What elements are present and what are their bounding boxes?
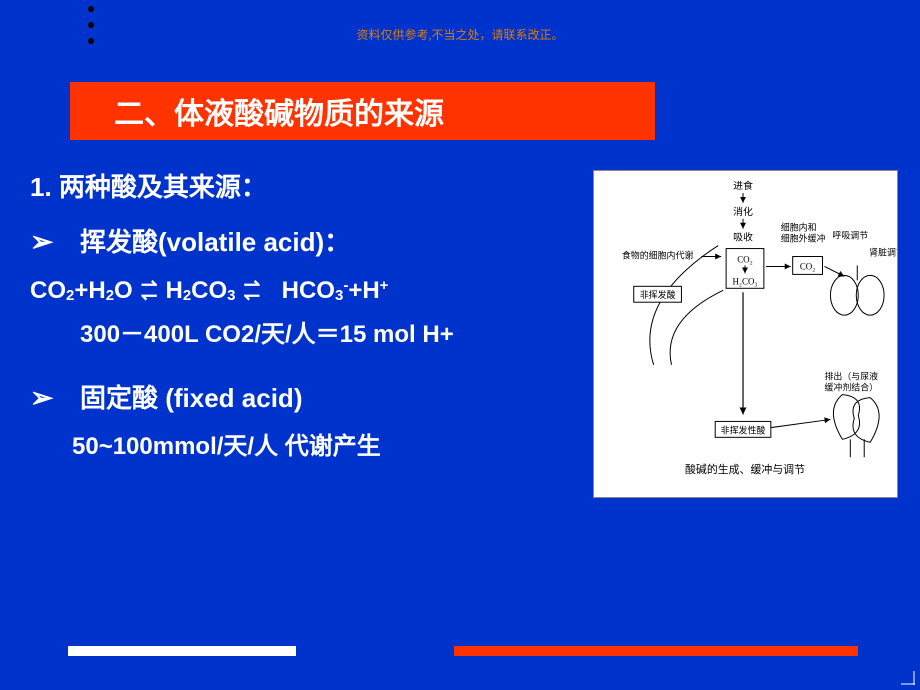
bullet-fixed-acid: ➢ 固定酸 (fixed acid) <box>30 377 454 419</box>
heading-1: 1. 两种酸及其来源： <box>30 168 454 207</box>
diagram-caption: 酸碱的生成、缓冲与调节 <box>685 462 805 476</box>
amount-line-1: 300－400L CO2/天/人＝15 mol H+ <box>80 317 454 353</box>
resize-corner-icon <box>897 667 915 685</box>
diagram-label: 进食 <box>733 179 753 192</box>
chemical-equation: CO2+H2O ⇀↽ H2CO3 ⇀↽ HCO3-+H+ <box>30 273 454 309</box>
diagram-label: 缓冲剂结合） <box>824 382 878 393</box>
amount-line-2: 50~100mmol/天/人 代谢产生 <box>72 429 454 465</box>
bullet-2-text: 固定酸 (fixed acid) <box>80 379 302 418</box>
section-title: 二、体液酸碱物质的来源 <box>114 89 444 133</box>
diagram-label: CO₂ <box>737 254 753 264</box>
diagram-label: 细胞内和 <box>781 222 817 233</box>
diagram-label: 吸收 <box>733 231 753 244</box>
chevron-icon: ➢ <box>30 221 58 263</box>
bullet-volatile-acid: ➢ 挥发酸(volatile acid)： <box>30 221 454 263</box>
diagram-label: CO₂ <box>800 261 816 271</box>
footer-bar-white <box>68 646 296 656</box>
chevron-icon: ➢ <box>30 377 58 419</box>
diagram-label: 排出（与尿液 <box>824 371 878 382</box>
section-title-bar: 二、体液酸碱物质的来源 <box>70 82 655 140</box>
diagram-label: 肾脏调节 <box>869 247 897 258</box>
equilibrium-arrow-icon: ⇀↽ <box>141 280 158 302</box>
equilibrium-arrow-icon: ⇀↽ <box>244 280 261 302</box>
bullet-1-text: 挥发酸(volatile acid)： <box>80 223 350 262</box>
watermark-text: 资料仅供参考,不当之处，请联系改正。 <box>0 26 920 43</box>
diagram-label: 非挥发性酸 <box>721 424 766 435</box>
metabolism-diagram: 进食 消化 吸收 细胞内和 细胞外缓冲 呼吸调节 肾脏调节 食物的细胞内代谢 C… <box>593 170 898 498</box>
footer-bar-red <box>454 646 858 656</box>
diagram-label: 食物的细胞内代谢 <box>622 249 694 260</box>
diagram-label: 细胞外缓冲 <box>781 233 826 244</box>
slide-content: 1. 两种酸及其来源： ➢ 挥发酸(volatile acid)： CO2+H2… <box>30 168 454 465</box>
diagram-label: 呼吸调节 <box>832 231 868 241</box>
diagram-label: 消化 <box>733 205 753 218</box>
diagram-label: 非挥发酸 <box>640 289 676 300</box>
diagram-label: H₂CO₃ <box>732 276 757 286</box>
